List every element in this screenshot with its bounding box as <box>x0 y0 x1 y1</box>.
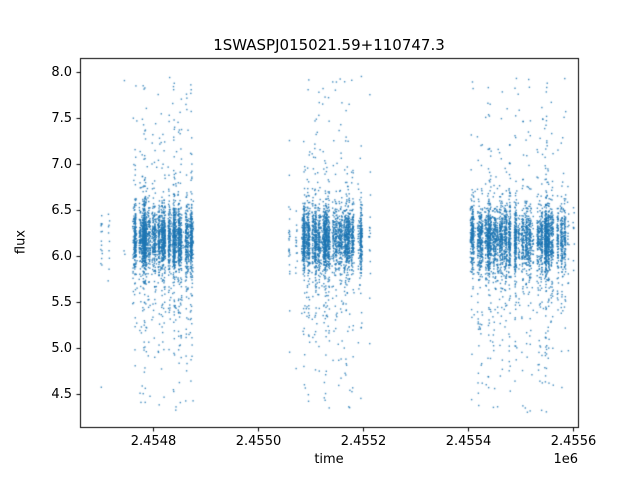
y-axis-label: flux <box>13 229 29 255</box>
x-axis-offset-label: 1e6 <box>553 452 578 467</box>
x-tick-label: 2.4548 <box>130 434 177 449</box>
x-axis-label: time <box>314 452 344 467</box>
x-tick-label: 2.4552 <box>340 434 387 449</box>
y-tick-label: 6.5 <box>51 202 72 218</box>
x-tick-label: 2.4556 <box>550 434 597 449</box>
y-tick-label: 8.0 <box>51 64 72 80</box>
x-tick-label: 2.4554 <box>445 434 492 449</box>
y-tick-label: 5.0 <box>51 340 72 356</box>
x-tick-label: 2.4550 <box>235 434 282 449</box>
y-tick-label: 7.5 <box>51 110 72 126</box>
y-tick-label: 4.5 <box>51 386 72 402</box>
chart-title: 1SWASPJ015021.59+110747.3 <box>213 36 445 54</box>
y-tick-label: 6.0 <box>51 248 72 264</box>
y-tick-label: 5.5 <box>51 294 72 310</box>
y-tick-label: 7.0 <box>51 156 72 172</box>
